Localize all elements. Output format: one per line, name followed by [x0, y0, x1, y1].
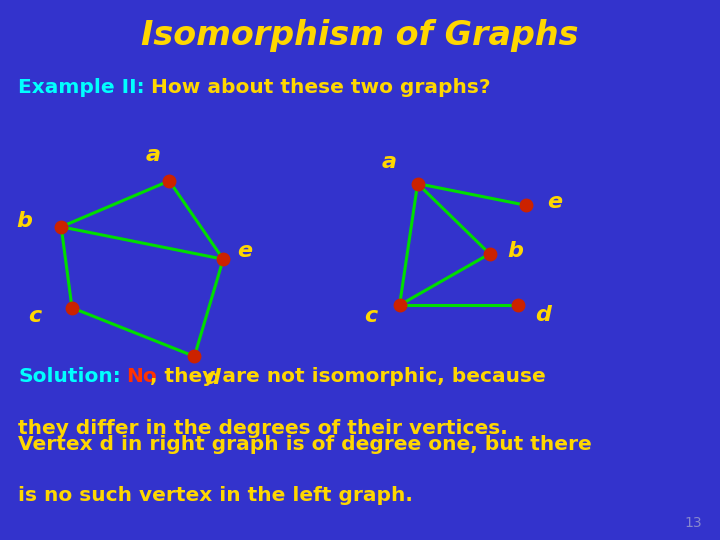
Text: c: c	[364, 306, 377, 326]
Text: , they are not isomorphic, because: , they are not isomorphic, because	[150, 367, 546, 386]
Text: b: b	[507, 241, 523, 261]
Text: How about these two graphs?: How about these two graphs?	[144, 78, 490, 97]
Text: they differ in the degrees of their vertices.: they differ in the degrees of their vert…	[18, 418, 508, 437]
Text: Vertex d in right graph is of degree one, but there: Vertex d in right graph is of degree one…	[18, 435, 592, 454]
Text: Solution:: Solution:	[18, 367, 121, 386]
Text: No: No	[126, 367, 157, 386]
Text: b: b	[16, 211, 32, 232]
Text: e: e	[237, 241, 253, 261]
Text: Isomorphism of Graphs: Isomorphism of Graphs	[141, 19, 579, 52]
Text: 13: 13	[685, 516, 702, 530]
Text: a: a	[382, 152, 396, 172]
Text: e: e	[546, 192, 562, 213]
Text: d: d	[536, 305, 552, 325]
Text: d: d	[204, 368, 220, 388]
Text: a: a	[146, 145, 161, 165]
Text: is no such vertex in the left graph.: is no such vertex in the left graph.	[18, 486, 413, 505]
Text: c: c	[28, 306, 41, 326]
Text: Example II:: Example II:	[18, 78, 145, 97]
